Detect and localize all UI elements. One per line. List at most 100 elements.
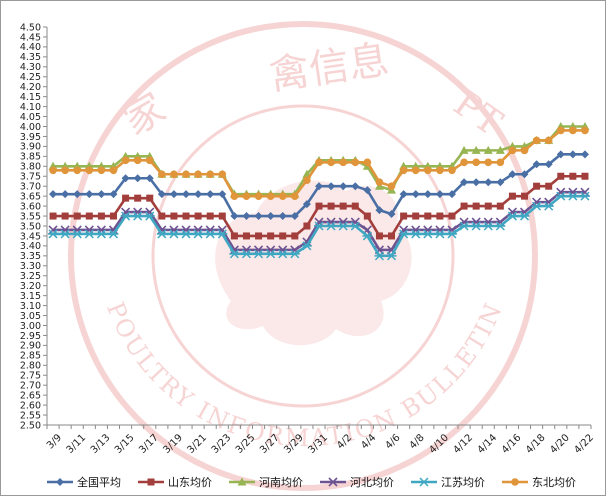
data-point xyxy=(255,232,263,240)
y-tick-label: 2.60 xyxy=(20,400,41,411)
data-point xyxy=(388,232,396,240)
data-point xyxy=(169,190,178,199)
data-point xyxy=(411,190,420,199)
data-point xyxy=(157,190,166,199)
data-point xyxy=(471,145,481,154)
data-point xyxy=(193,229,204,239)
data-point xyxy=(217,229,228,239)
data-point xyxy=(315,182,323,191)
data-point xyxy=(471,217,481,227)
legend-item: 江苏均价 xyxy=(411,476,485,489)
data-point xyxy=(242,212,251,221)
series-6 xyxy=(49,126,589,200)
data-point xyxy=(303,222,311,230)
y-tick-label: 3.15 xyxy=(20,291,41,302)
data-point xyxy=(49,212,57,220)
data-point xyxy=(60,225,70,235)
data-point xyxy=(72,225,82,235)
data-point xyxy=(73,190,82,199)
data-point xyxy=(496,202,504,210)
y-tick-label: 2.80 xyxy=(20,361,41,372)
data-point xyxy=(460,158,468,167)
data-point xyxy=(508,170,517,179)
y-tick-label: 3.05 xyxy=(20,311,41,322)
y-tick-label: 3.40 xyxy=(20,241,41,252)
y-tick-label: 4.20 xyxy=(20,82,41,93)
data-point xyxy=(556,126,565,135)
data-point xyxy=(229,249,240,259)
data-point xyxy=(568,187,578,197)
legend-label: 江苏均价 xyxy=(441,476,485,489)
data-point xyxy=(507,207,517,217)
y-tick-label: 3.25 xyxy=(20,271,41,282)
data-point xyxy=(181,229,192,239)
data-point xyxy=(242,232,250,240)
data-point xyxy=(85,212,93,220)
data-point xyxy=(436,212,444,220)
data-point xyxy=(399,225,409,235)
data-point xyxy=(362,231,373,241)
data-point xyxy=(132,211,143,221)
data-point xyxy=(532,136,541,145)
data-point xyxy=(568,150,577,159)
legend-label: 山东均价 xyxy=(168,476,212,489)
data-point xyxy=(350,217,360,227)
data-point xyxy=(460,178,469,187)
y-tick-label: 2.50 xyxy=(20,420,41,431)
data-point xyxy=(182,212,190,220)
data-point xyxy=(387,210,396,219)
data-point xyxy=(122,194,130,202)
data-point xyxy=(266,192,275,200)
data-point xyxy=(520,170,529,179)
legend-item: 河南均价 xyxy=(229,476,303,489)
legend-label: 河北均价 xyxy=(350,476,394,489)
legend-swatch-marker xyxy=(419,477,429,487)
data-point xyxy=(495,145,505,154)
data-point xyxy=(471,221,482,231)
data-point xyxy=(532,160,541,169)
data-point xyxy=(544,136,553,145)
data-point xyxy=(205,225,215,235)
data-point xyxy=(459,221,470,231)
data-point xyxy=(84,225,94,235)
data-point xyxy=(580,150,589,159)
legend-item: 山东均价 xyxy=(138,476,212,489)
data-point xyxy=(459,145,469,154)
data-point xyxy=(97,190,106,199)
legend-swatch-marker xyxy=(56,478,64,486)
data-point xyxy=(61,190,70,199)
data-point xyxy=(399,166,408,175)
data-point xyxy=(109,190,118,199)
data-point xyxy=(581,126,589,135)
data-point xyxy=(194,212,202,220)
x-tick-label: 3/11 xyxy=(65,432,89,456)
y-tick-label: 3.55 xyxy=(20,211,41,222)
data-point xyxy=(327,158,335,167)
data-point xyxy=(217,225,227,235)
data-point xyxy=(459,217,469,227)
data-point xyxy=(279,232,287,240)
data-point xyxy=(278,192,287,200)
data-point xyxy=(519,211,530,221)
y-tick-label: 4.25 xyxy=(20,72,41,83)
data-point xyxy=(170,212,178,220)
data-point xyxy=(375,178,384,187)
data-point xyxy=(134,194,142,202)
data-point xyxy=(338,221,349,231)
data-point xyxy=(169,225,179,235)
data-point xyxy=(108,229,119,239)
legend-label: 河南均价 xyxy=(259,476,303,489)
data-point xyxy=(483,217,493,227)
x-tick-label: 3/15 xyxy=(113,432,137,456)
data-point xyxy=(158,212,166,220)
x-tick-label: 4/12 xyxy=(451,432,475,456)
data-point xyxy=(424,166,432,175)
data-point xyxy=(567,191,578,201)
x-tick-label: 3/9 xyxy=(45,432,64,451)
data-point xyxy=(96,225,106,235)
data-point xyxy=(531,201,542,211)
data-point xyxy=(327,202,335,210)
data-point xyxy=(508,146,517,155)
data-point xyxy=(435,190,444,199)
